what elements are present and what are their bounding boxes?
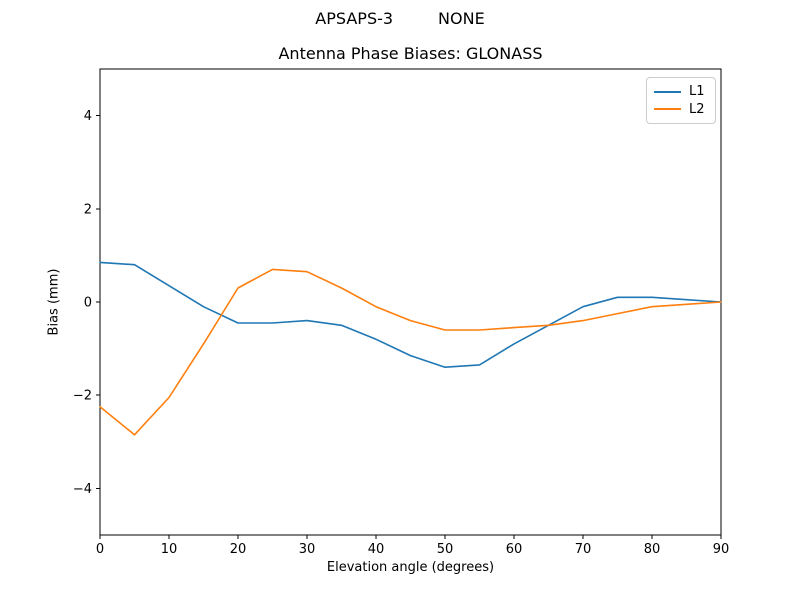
x-axis-label: Elevation angle (degrees) [326, 560, 495, 575]
x-tick-label: 60 [506, 542, 523, 557]
legend-label-l2: L2 [689, 101, 705, 117]
x-tick-label: 30 [299, 542, 316, 557]
legend: L1 L2 [646, 77, 716, 124]
y-tick-label: −2 [73, 389, 92, 404]
l2-line-swatch [654, 108, 681, 111]
legend-label-l1: L1 [689, 84, 705, 100]
y-axis-label: Bias (mm) [46, 268, 62, 336]
x-tick-label: 0 [96, 542, 104, 557]
axes-frame [99, 68, 722, 536]
series-line-l1 [99, 261, 722, 369]
suptitle-left: APSAPS-3 [315, 9, 394, 28]
suptitle-right: NONE [438, 9, 485, 28]
figure-suptitle: APSAPS-3 NONE [0, 9, 800, 28]
x-tick-label: 50 [437, 542, 454, 557]
y-tick-label: 0 [84, 296, 92, 311]
x-tick-label: 80 [644, 542, 661, 557]
legend-item-l1: L1 [654, 85, 709, 98]
x-tick-label: 10 [161, 542, 178, 557]
x-tick-label: 70 [575, 542, 592, 557]
y-tick-label: 2 [84, 202, 92, 217]
l1-line-swatch [654, 90, 681, 93]
legend-item-l2: L2 [654, 103, 709, 116]
x-tick-label: 90 [713, 542, 730, 557]
y-tick-label: −4 [73, 482, 92, 497]
x-tick-label: 40 [368, 542, 385, 557]
axes-title: Antenna Phase Biases: GLONASS [278, 44, 543, 63]
y-tick-label: 4 [84, 109, 92, 124]
series-line-l2 [99, 268, 722, 436]
x-tick-label: 20 [230, 542, 247, 557]
